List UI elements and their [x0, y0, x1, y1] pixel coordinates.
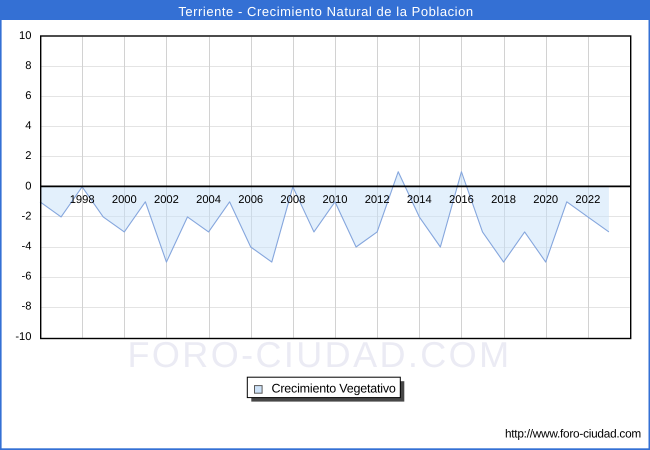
svg-text:-6: -6 [22, 271, 32, 283]
svg-text:Terriente - Crecimiento Natura: Terriente - Crecimiento Natural de la Po… [178, 4, 473, 19]
svg-text:FORO-CIUDAD.COM: FORO-CIUDAD.COM [128, 334, 512, 375]
svg-text:2020: 2020 [533, 194, 558, 206]
svg-text:2000: 2000 [112, 194, 137, 206]
svg-text:2006: 2006 [238, 194, 263, 206]
svg-text:1998: 1998 [70, 194, 95, 206]
svg-text:2004: 2004 [196, 194, 221, 206]
svg-text:2018: 2018 [491, 194, 516, 206]
svg-text:2022: 2022 [575, 194, 600, 206]
svg-text:-10: -10 [15, 331, 31, 343]
svg-text:2016: 2016 [449, 194, 474, 206]
svg-text:2008: 2008 [280, 194, 305, 206]
svg-text:http://www.foro-ciudad.com: http://www.foro-ciudad.com [505, 426, 641, 440]
svg-text:8: 8 [25, 60, 31, 72]
svg-text:4: 4 [25, 120, 31, 132]
svg-text:0: 0 [25, 180, 31, 192]
svg-text:-2: -2 [22, 210, 32, 222]
svg-text:-8: -8 [22, 301, 32, 313]
svg-text:2010: 2010 [323, 194, 348, 206]
svg-text:2014: 2014 [407, 194, 432, 206]
svg-text:10: 10 [19, 30, 31, 42]
svg-text:2012: 2012 [365, 194, 390, 206]
svg-text:Crecimiento Vegetativo: Crecimiento Vegetativo [272, 382, 396, 396]
svg-text:-4: -4 [22, 241, 32, 253]
svg-text:2002: 2002 [154, 194, 179, 206]
svg-text:2: 2 [25, 150, 31, 162]
svg-text:6: 6 [25, 90, 31, 102]
